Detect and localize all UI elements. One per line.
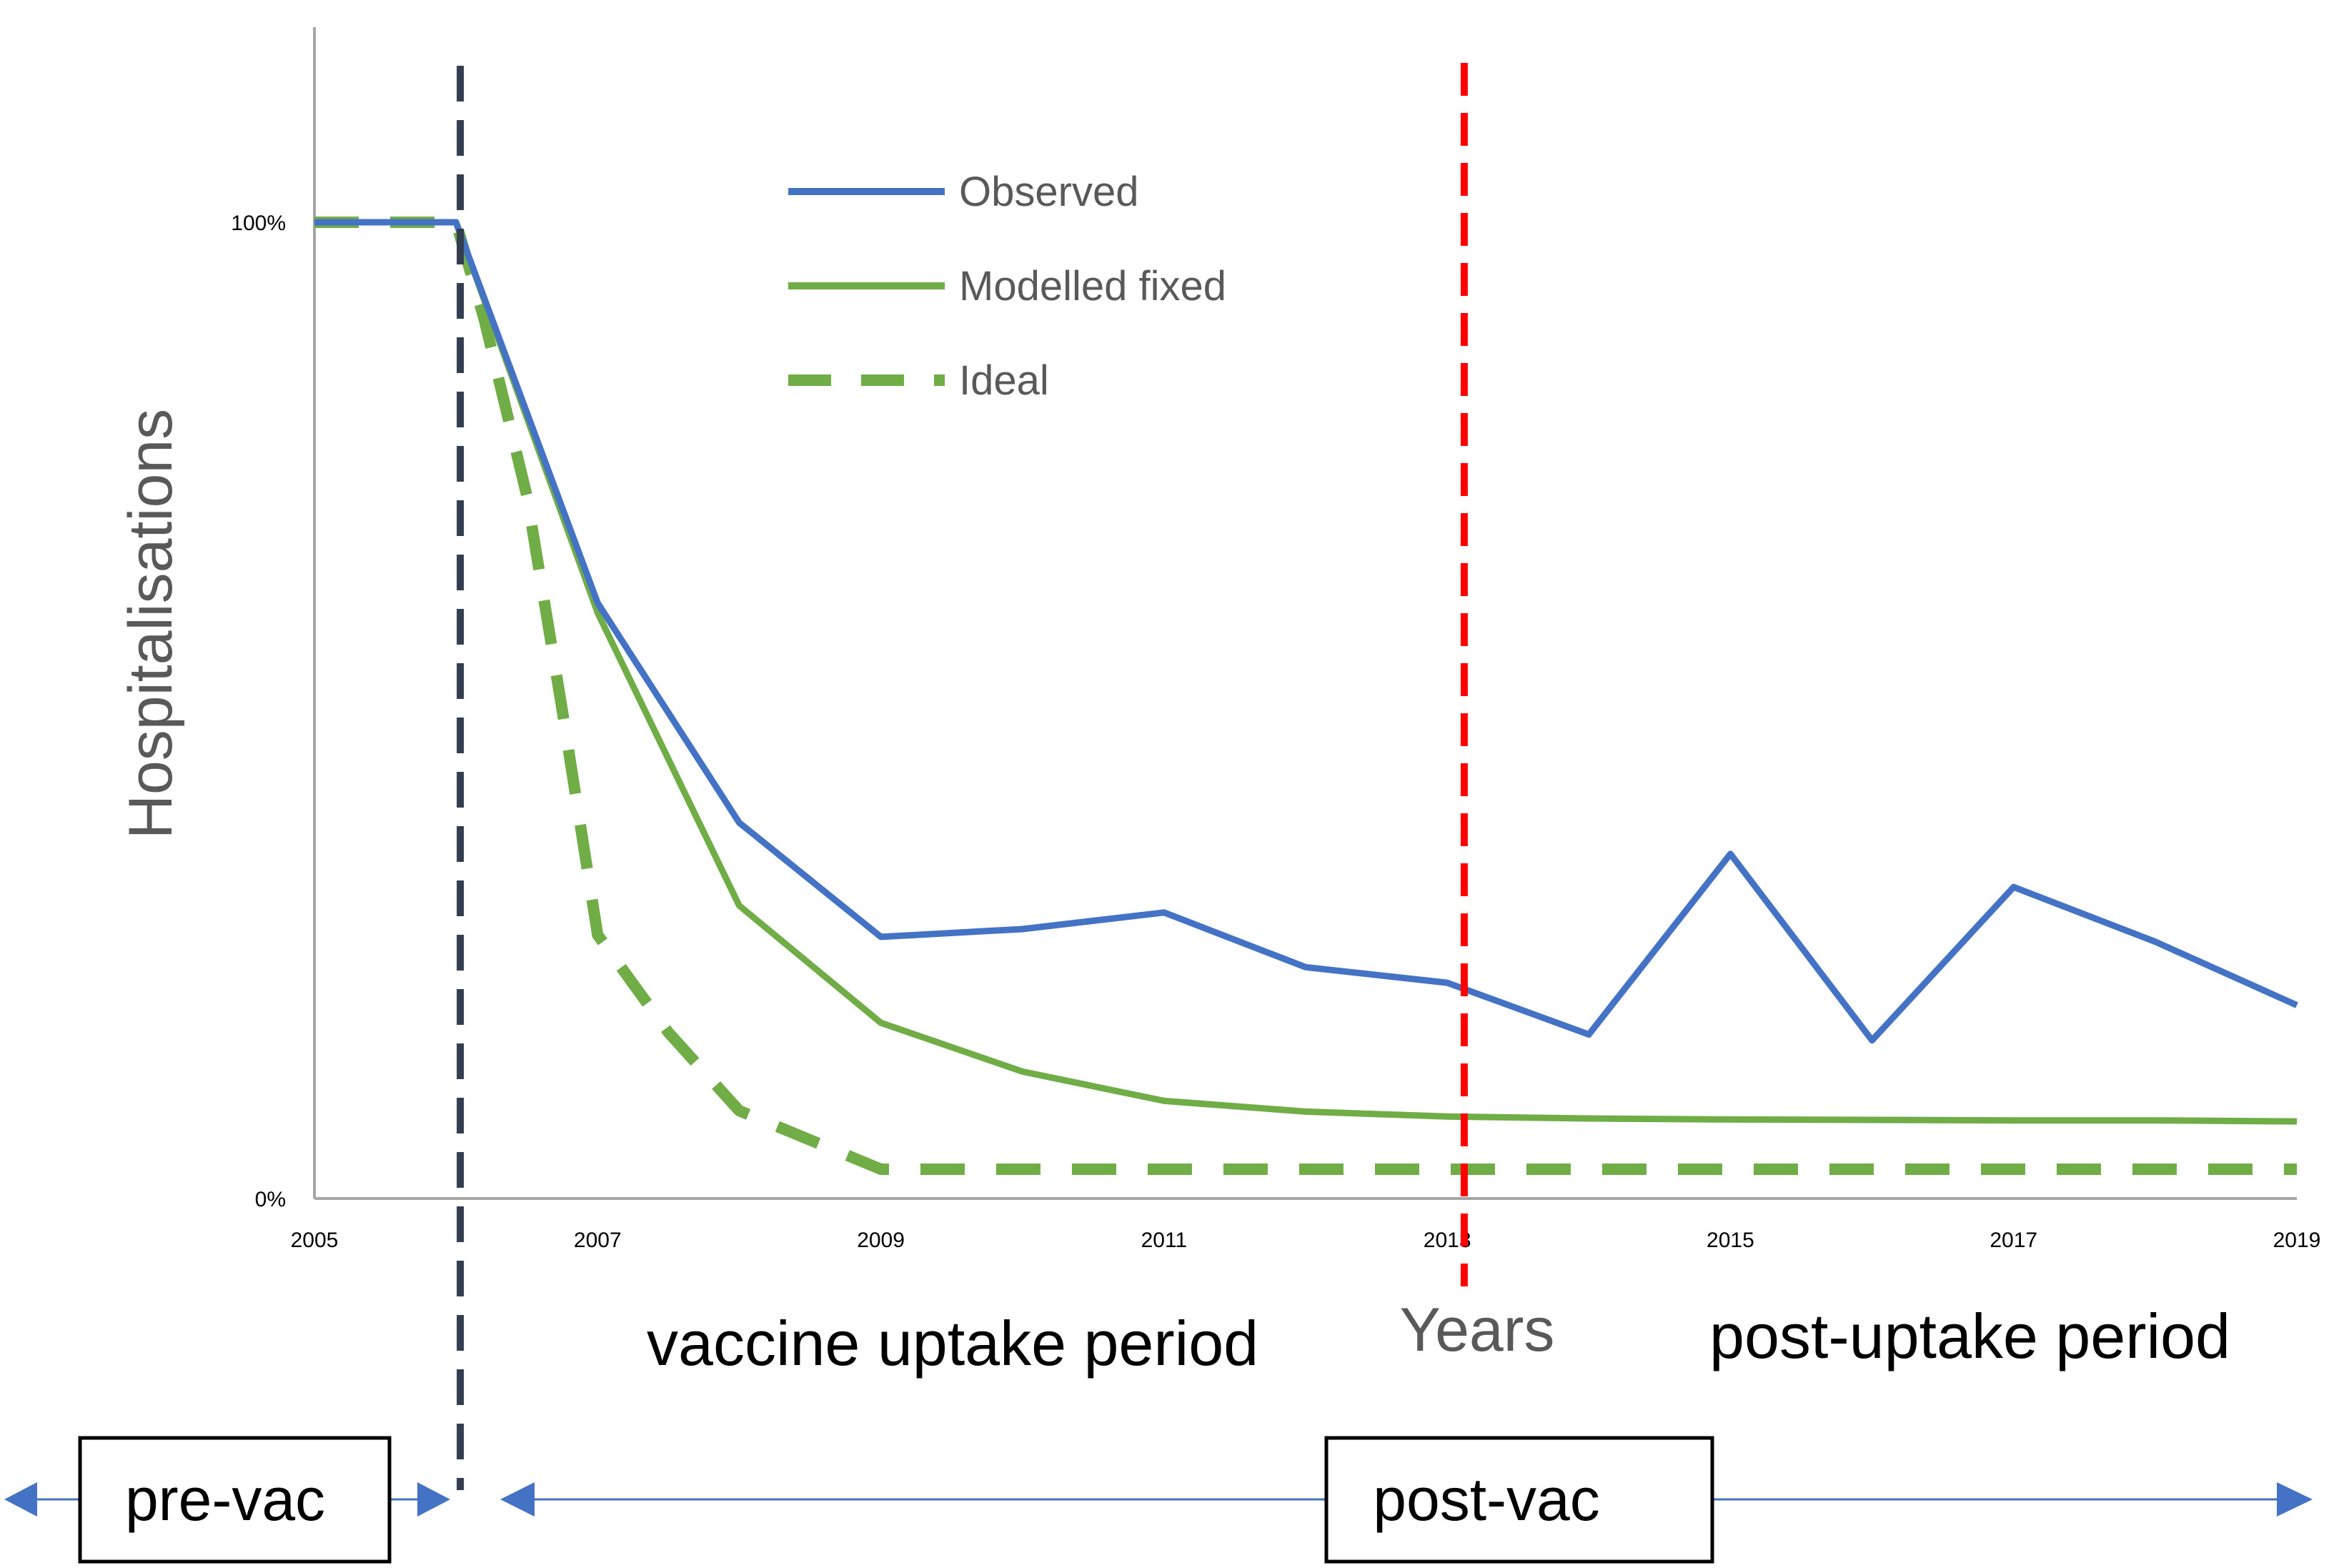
legend-modelled-fixed-label: Modelled fixed bbox=[959, 263, 1226, 309]
series-layer bbox=[314, 217, 2298, 1175]
x-tick-label: 2005 bbox=[291, 1229, 339, 1252]
x-tick-label: 2007 bbox=[574, 1229, 622, 1252]
x-axis-title: Years bbox=[1400, 1296, 1555, 1364]
legend: Observed Modelled fixed Ideal bbox=[788, 169, 1226, 404]
x-tick-label: 2009 bbox=[857, 1229, 905, 1252]
pre-vac-box-frame bbox=[78, 1436, 392, 1564]
x-tick-labels: 2005 2007 2009 2011 2013 2015 2017 2019 bbox=[291, 1229, 2321, 1252]
x-tick-label: 2019 bbox=[2273, 1229, 2321, 1252]
y-tick-label: 0% bbox=[255, 1188, 286, 1211]
post-vac-box: post-vac bbox=[1324, 1436, 1714, 1564]
y-axis-title: Hospitalisations bbox=[116, 409, 185, 839]
series-line-ideal bbox=[314, 217, 2297, 1175]
post-vac-arrowhead-left bbox=[500, 1482, 535, 1517]
post-vac-arrowhead-right bbox=[2277, 1482, 2313, 1517]
uptake-period-label: vaccine uptake period bbox=[647, 1308, 1258, 1379]
pre-vac-box: pre-vac bbox=[78, 1436, 392, 1564]
y-tick-label: 100% bbox=[231, 212, 286, 235]
y-tick-labels: 0% 100% bbox=[231, 212, 286, 1211]
x-tick-label: 2015 bbox=[1707, 1229, 1754, 1252]
timeline-arrows bbox=[4, 1482, 2313, 1517]
pre-vac-label: pre-vac bbox=[125, 1466, 325, 1533]
series-line-observed bbox=[314, 219, 2298, 1044]
legend-ideal-label: Ideal bbox=[959, 357, 1049, 404]
pre-vac-arrowhead-left bbox=[4, 1482, 37, 1517]
series-line-modelled-fixed bbox=[314, 219, 2298, 1125]
x-tick-label: 2011 bbox=[1141, 1229, 1188, 1252]
post-vac-box-frame bbox=[1324, 1436, 1714, 1564]
post-vac-label: post-vac bbox=[1373, 1466, 1599, 1533]
axes bbox=[313, 27, 2297, 1200]
reference-lines bbox=[457, 63, 1468, 1490]
x-tick-label: 2017 bbox=[1990, 1229, 2037, 1252]
post-uptake-period-label: post-uptake period bbox=[1709, 1301, 2230, 1371]
pre-vac-arrowhead-right bbox=[417, 1482, 450, 1517]
legend-observed-label: Observed bbox=[959, 169, 1138, 215]
